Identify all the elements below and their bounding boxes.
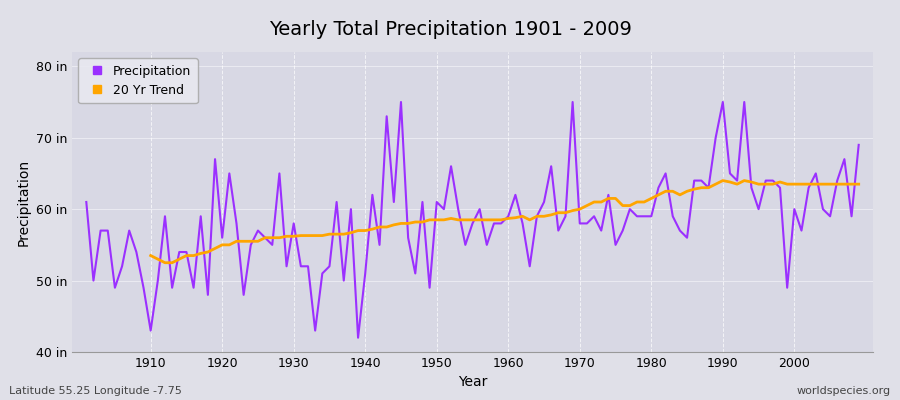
Text: Latitude 55.25 Longitude -7.75: Latitude 55.25 Longitude -7.75 xyxy=(9,386,182,396)
X-axis label: Year: Year xyxy=(458,376,487,390)
Text: Yearly Total Precipitation 1901 - 2009: Yearly Total Precipitation 1901 - 2009 xyxy=(268,20,632,39)
Y-axis label: Precipitation: Precipitation xyxy=(16,158,31,246)
Legend: Precipitation, 20 Yr Trend: Precipitation, 20 Yr Trend xyxy=(78,58,198,103)
Text: worldspecies.org: worldspecies.org xyxy=(796,386,891,396)
